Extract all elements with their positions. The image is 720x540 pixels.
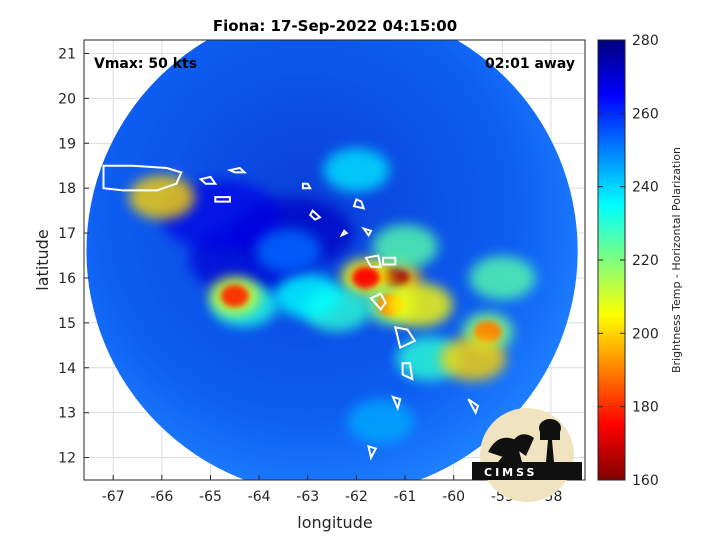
coastline-island [369, 292, 387, 312]
coastline-island [401, 362, 414, 381]
y-tick-label: 19 [58, 136, 76, 152]
logo-text: CIMSS [484, 466, 537, 479]
x-ticks: -67 -66 -65 -64 -63 -62 -61 -60 -59 -58 [102, 475, 562, 505]
precip-feature [347, 399, 414, 444]
x-tick-label: -65 [199, 489, 222, 505]
precip-feature [323, 148, 390, 193]
coastline-island [467, 398, 480, 416]
x-tick-label: -62 [345, 489, 368, 505]
precip-feature [372, 224, 439, 269]
x-axis-label: longitude [297, 513, 372, 532]
colorbar-ticks: 280 260 240 220 200 180 160 [598, 33, 659, 489]
coastline-island [361, 226, 373, 238]
precip-feature [274, 273, 341, 318]
x-tick-label: -67 [102, 489, 125, 505]
colorbar: 280 260 240 220 200 180 160 Brightness Temp - … [597, 33, 683, 489]
y-tick-label: 17 [58, 226, 76, 242]
coastline-island [352, 198, 366, 210]
coastline-island [339, 229, 349, 238]
vmax-label: Vmax: 50 kts [94, 56, 197, 72]
y-tick-label: 14 [58, 361, 76, 377]
y-tick-label: 20 [58, 91, 76, 107]
logo-dish2-icon [510, 434, 534, 456]
precip-feature [128, 175, 195, 220]
logo-tower-icon [540, 428, 560, 462]
logo-disc [480, 408, 574, 502]
y-tick-label: 12 [58, 451, 76, 467]
y-axis-label: latitude [33, 229, 52, 290]
coastline-island [391, 395, 402, 412]
coastline-island [226, 166, 248, 174]
time-away-label: 02:01 away [485, 56, 575, 72]
y-tick-label: 21 [58, 46, 76, 62]
x-tick-label: -61 [394, 489, 417, 505]
coastline-island [301, 182, 312, 190]
swath [86, 40, 578, 480]
coastline-island [308, 208, 322, 221]
axes-box [83, 39, 586, 481]
y-tick-label: 15 [58, 316, 76, 332]
logo-tank-icon [539, 419, 561, 437]
y-ticks: 21 20 19 18 17 16 15 14 13 12 [58, 46, 89, 467]
colorbar-tick-label: 240 [632, 180, 659, 196]
precip-core [220, 284, 249, 308]
colorbar-tick-label: 280 [632, 33, 659, 49]
logo-band [472, 462, 582, 480]
colorbar-tick-label: 220 [632, 253, 659, 269]
colorbar-tick-label: 180 [632, 400, 659, 416]
chart-title: Fiona: 17-Sep-2022 04:15:00 [213, 17, 457, 35]
precip-feature [255, 229, 322, 274]
coastline-island [102, 164, 183, 192]
y-tick-label: 16 [58, 271, 76, 287]
coastline-island [364, 254, 382, 268]
precip-feature [469, 255, 536, 300]
plot-area: -67 -66 -65 -64 -63 -62 -61 -60 -59 -58 212019181… [58, 39, 586, 505]
x-tick-label: -64 [248, 489, 271, 505]
x-tick-label: -66 [150, 489, 173, 505]
coastline-island [382, 256, 397, 266]
y-tick-label: 18 [58, 181, 76, 197]
x-tick-label: -60 [442, 489, 465, 505]
coastline-island [367, 444, 378, 461]
y-tick-label: 13 [58, 406, 76, 422]
precip-feature [386, 282, 453, 327]
coastline-island [393, 326, 417, 350]
x-tick-label: -63 [296, 489, 319, 505]
coastline-island [198, 175, 218, 185]
colorbar-tick-label: 260 [632, 106, 659, 122]
coastline-island [214, 196, 231, 203]
precip-feature [440, 336, 507, 381]
coastlines [102, 164, 480, 461]
colorbar-tick-label: 160 [632, 473, 659, 489]
colorbar-label: Brightness Temp - Horizontal Polarizatio… [670, 147, 683, 373]
cimss-logo: CIMSS [472, 408, 582, 502]
colorbar-tick-label: 200 [632, 326, 659, 342]
precip-core [352, 266, 381, 290]
